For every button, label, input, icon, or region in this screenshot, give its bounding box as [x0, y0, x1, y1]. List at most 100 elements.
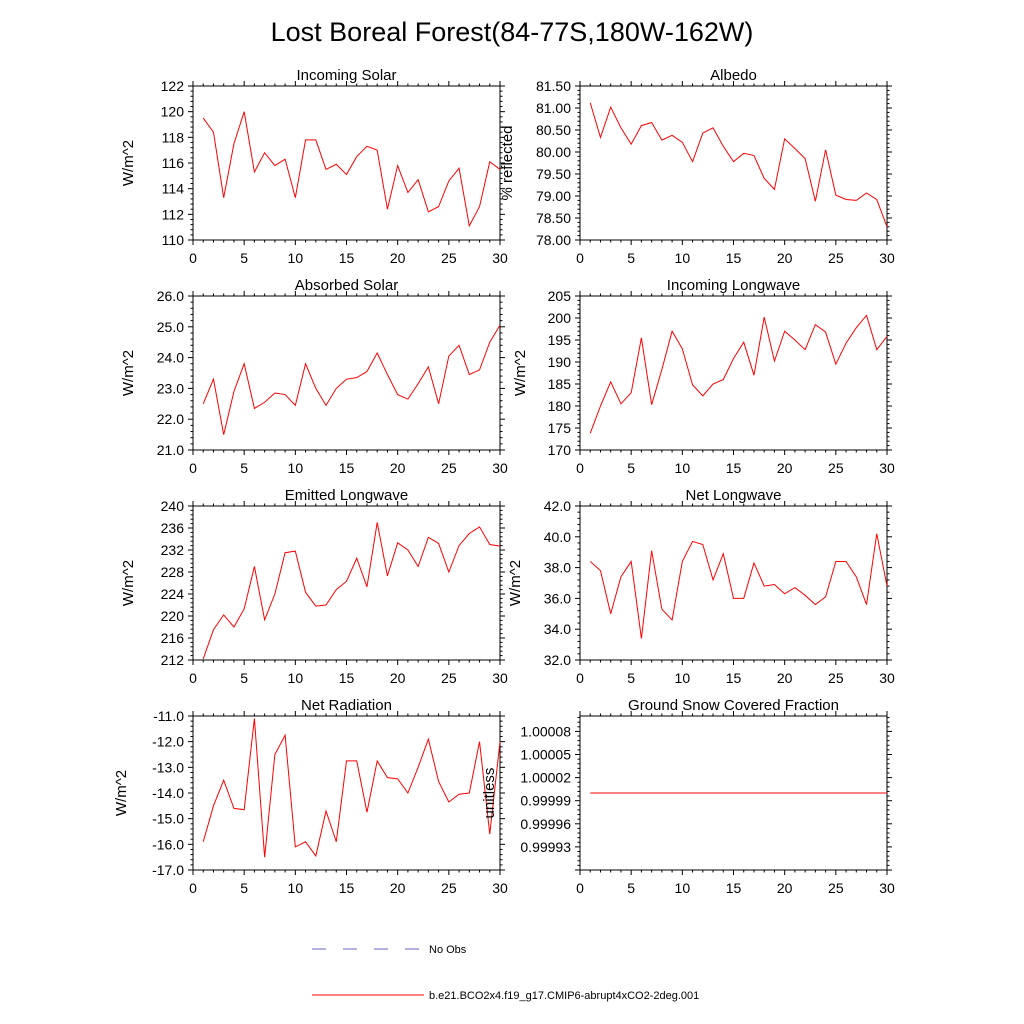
- ground-snow-covered-fraction-xtick-label: 15: [726, 880, 742, 896]
- net-radiation-xtick-label: 5: [240, 880, 248, 896]
- legend-no-obs-label: No Obs: [429, 944, 467, 956]
- absorbed-solar-ytick-label: 26.0: [157, 288, 184, 304]
- albedo-xtick-label: 30: [879, 250, 895, 266]
- emitted-longwave-ytick-label: 236: [161, 520, 185, 536]
- incoming-longwave-xtick-label: 5: [627, 460, 635, 476]
- panel-albedo: Albedo % reflected 0 5 10 15 20 25 30 78.00 78.50 7…: [499, 67, 895, 266]
- absorbed-solar-title: Absorbed Solar: [295, 277, 398, 294]
- absorbed-solar-ytick-label: 24.0: [157, 350, 184, 366]
- absorbed-solar-plot-frame: [192, 295, 501, 451]
- net-longwave-xtick-label: 30: [879, 670, 895, 686]
- panel-net-radiation: Net Radiation W/m^2 0 5 10 15 20 25 30 -17.0 -16.0…: [113, 697, 508, 896]
- net-radiation-xtick-label: 20: [390, 880, 406, 896]
- albedo-xtick-label: 20: [777, 250, 793, 266]
- ground-snow-covered-fraction-title: Ground Snow Covered Fraction: [628, 697, 839, 714]
- albedo-ytick-label: 80.50: [536, 122, 571, 138]
- emitted-longwave-xtick-label: 10: [288, 670, 304, 686]
- net-longwave-xtick-label: 25: [828, 670, 844, 686]
- ground-snow-covered-fraction-ytick-label: 0.99996: [520, 816, 571, 832]
- net-longwave-plot-frame: [579, 505, 888, 661]
- net-radiation-xtick-label: 30: [492, 880, 508, 896]
- absorbed-solar-series-line: [202, 325, 501, 435]
- net-radiation-ytick-label: -13.0: [152, 759, 184, 775]
- legend-model-label: b.e21.BCO2x4.f19_g17.CMIP6-abrupt4xCO2-2…: [429, 990, 699, 1002]
- incoming-solar-xtick-label: 25: [441, 250, 457, 266]
- legend: No Obs b.e21.BCO2x4.f19_g17.CMIP6-abrupt…: [312, 944, 699, 1002]
- net-longwave-ytick-label: 42.0: [544, 498, 571, 514]
- net-longwave-xtick-label: 20: [777, 670, 793, 686]
- albedo-xtick-label: 0: [576, 250, 584, 266]
- panel-ground-snow-covered-fraction: Ground Snow Covered Fraction unitless 0 5 10…: [481, 697, 895, 896]
- incoming-solar-ytick-label: 122: [161, 78, 185, 94]
- absorbed-solar-xtick-label: 0: [189, 460, 197, 476]
- incoming-solar-plot-frame: [192, 85, 501, 241]
- emitted-longwave-ylabel: W/m^2: [120, 560, 137, 606]
- emitted-longwave-xtick-label: 20: [390, 670, 406, 686]
- net-longwave-ytick-label: 36.0: [544, 590, 571, 606]
- incoming-longwave-ytick-label: 205: [548, 288, 572, 304]
- albedo-xtick-label: 25: [828, 250, 844, 266]
- incoming-solar-title: Incoming Solar: [296, 67, 396, 84]
- net-radiation-xtick-label: 25: [441, 880, 457, 896]
- albedo-ytick-label: 81.00: [536, 100, 571, 116]
- emitted-longwave-ytick-label: 216: [161, 630, 185, 646]
- albedo-title: Albedo: [710, 67, 757, 84]
- incoming-longwave-ytick-label: 170: [548, 442, 572, 458]
- panel-emitted-longwave: Emitted Longwave W/m^2 0 5 10 15 20 25 30 212 216 2…: [120, 487, 508, 686]
- emitted-longwave-xtick-label: 5: [240, 670, 248, 686]
- incoming-longwave-xtick-label: 10: [675, 460, 691, 476]
- incoming-solar-xtick-label: 10: [288, 250, 304, 266]
- emitted-longwave-xtick-label: 0: [189, 670, 197, 686]
- albedo-plot-frame: [579, 85, 888, 241]
- albedo-ylabel: % reflected: [499, 125, 516, 200]
- ground-snow-covered-fraction-ytick-label: 1.00008: [520, 723, 571, 739]
- panels: Incoming Solar W/m^2 0 5 10 15 20 25 30 110 112 114…: [113, 67, 895, 896]
- net-longwave-xtick-label: 5: [627, 670, 635, 686]
- incoming-solar-ytick-label: 110: [162, 232, 185, 248]
- net-longwave-ytick-label: 38.0: [544, 560, 571, 576]
- net-radiation-ytick-label: -12.0: [152, 734, 184, 750]
- emitted-longwave-xtick-label: 15: [339, 670, 355, 686]
- incoming-longwave-ytick-label: 185: [548, 376, 572, 392]
- net-longwave-xtick-label: 0: [576, 670, 584, 686]
- incoming-longwave-xtick-label: 20: [777, 460, 793, 476]
- net-radiation-xtick-label: 10: [288, 880, 304, 896]
- incoming-longwave-plot-frame: [579, 295, 888, 451]
- absorbed-solar-ytick-label: 23.0: [157, 380, 184, 396]
- net-longwave-ytick-label: 34.0: [544, 621, 571, 637]
- incoming-longwave-xtick-label: 0: [576, 460, 584, 476]
- emitted-longwave-plot-frame: [192, 505, 501, 661]
- absorbed-solar-xtick-label: 30: [492, 460, 508, 476]
- absorbed-solar-xtick-label: 25: [441, 460, 457, 476]
- panel-net-longwave: Net Longwave W/m^2 0 5 10 15 20 25 30 32.0 34.0 36.…: [507, 487, 895, 686]
- ground-snow-covered-fraction-xtick-label: 10: [675, 880, 691, 896]
- absorbed-solar-ytick-label: 22.0: [157, 411, 184, 427]
- albedo-ytick-label: 81.50: [536, 78, 571, 94]
- ground-snow-covered-fraction-ytick-label: 1.00002: [520, 770, 571, 786]
- net-longwave-ytick-label: 32.0: [544, 652, 571, 668]
- incoming-longwave-title: Incoming Longwave: [667, 277, 800, 294]
- net-longwave-ytick-label: 40.0: [544, 529, 571, 545]
- emitted-longwave-ytick-label: 224: [161, 586, 185, 602]
- incoming-longwave-ytick-label: 190: [548, 354, 572, 370]
- ground-snow-covered-fraction-ylabel: unitless: [481, 768, 498, 819]
- net-radiation-ytick-label: -16.0: [152, 836, 184, 852]
- emitted-longwave-ytick-label: 240: [161, 498, 185, 514]
- incoming-solar-ytick-label: 116: [162, 155, 185, 171]
- absorbed-solar-ylabel: W/m^2: [120, 350, 137, 396]
- emitted-longwave-xtick-label: 30: [492, 670, 508, 686]
- albedo-xtick-label: 15: [726, 250, 742, 266]
- net-radiation-xtick-label: 15: [339, 880, 355, 896]
- emitted-longwave-ytick-label: 228: [161, 564, 185, 580]
- emitted-longwave-title: Emitted Longwave: [285, 487, 408, 504]
- net-radiation-title: Net Radiation: [301, 697, 392, 714]
- albedo-xtick-label: 10: [675, 250, 691, 266]
- incoming-longwave-ytick-label: 195: [548, 332, 572, 348]
- incoming-solar-series-line: [202, 111, 501, 228]
- emitted-longwave-ytick-label: 232: [161, 542, 185, 558]
- net-longwave-ylabel: W/m^2: [507, 560, 524, 606]
- incoming-longwave-series-line: [589, 314, 888, 434]
- incoming-solar-ytick-label: 114: [162, 181, 185, 197]
- absorbed-solar-xtick-label: 10: [288, 460, 304, 476]
